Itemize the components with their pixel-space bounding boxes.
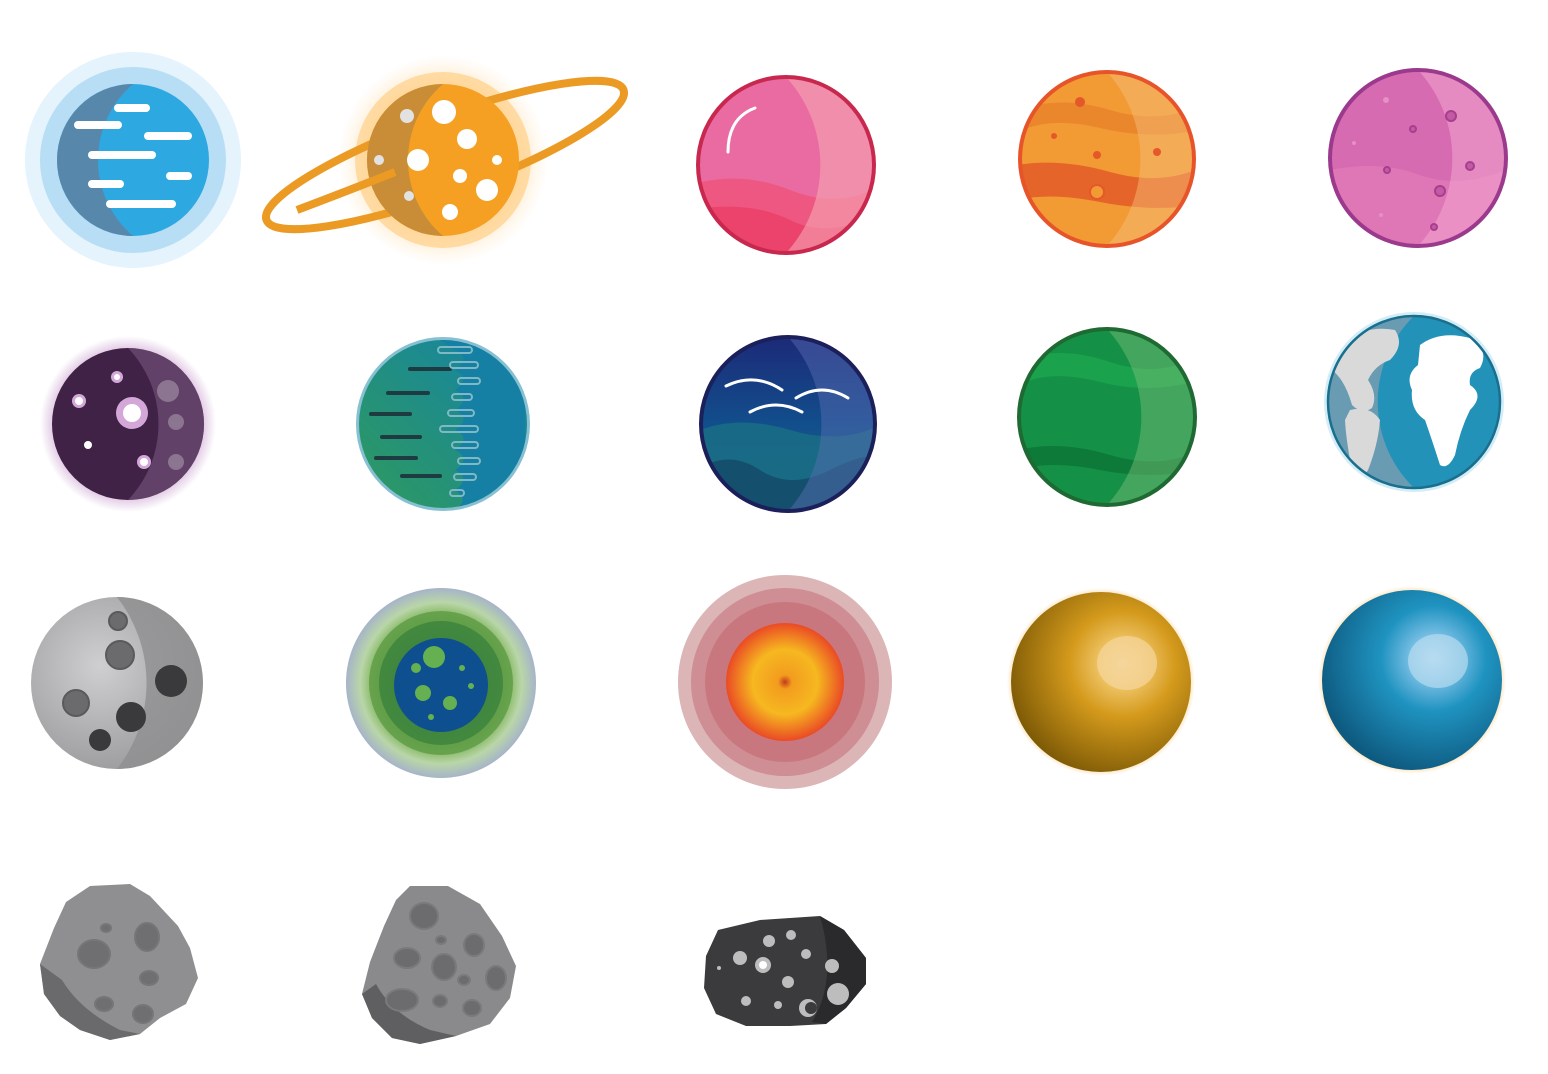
dark-asteroid-icon	[704, 916, 866, 1026]
gold-sphere-icon	[1007, 588, 1195, 776]
navy-ocean-planet-icon	[699, 335, 877, 513]
green-nebula-planet-icon	[346, 588, 536, 778]
earth-globe-icon	[1324, 312, 1504, 492]
dark-purple-planet-icon	[40, 336, 216, 512]
green-banded-planet-icon	[1017, 327, 1197, 507]
pink-glossy-planet-icon	[696, 75, 876, 255]
red-sun-icon	[678, 575, 892, 789]
grey-moon-icon	[31, 597, 203, 769]
teal-green-striped-planet-icon	[356, 337, 530, 511]
grey-rough-asteroid-icon	[362, 886, 516, 1044]
magenta-cratered-planet-icon	[1328, 68, 1508, 248]
blue-sphere-icon	[1318, 586, 1506, 774]
orange-ringed-planet-icon	[261, 55, 629, 265]
orange-banded-planet-icon	[1018, 70, 1196, 248]
blue-streaked-planet-icon	[25, 52, 241, 268]
grey-asteroid-icon	[40, 884, 198, 1040]
